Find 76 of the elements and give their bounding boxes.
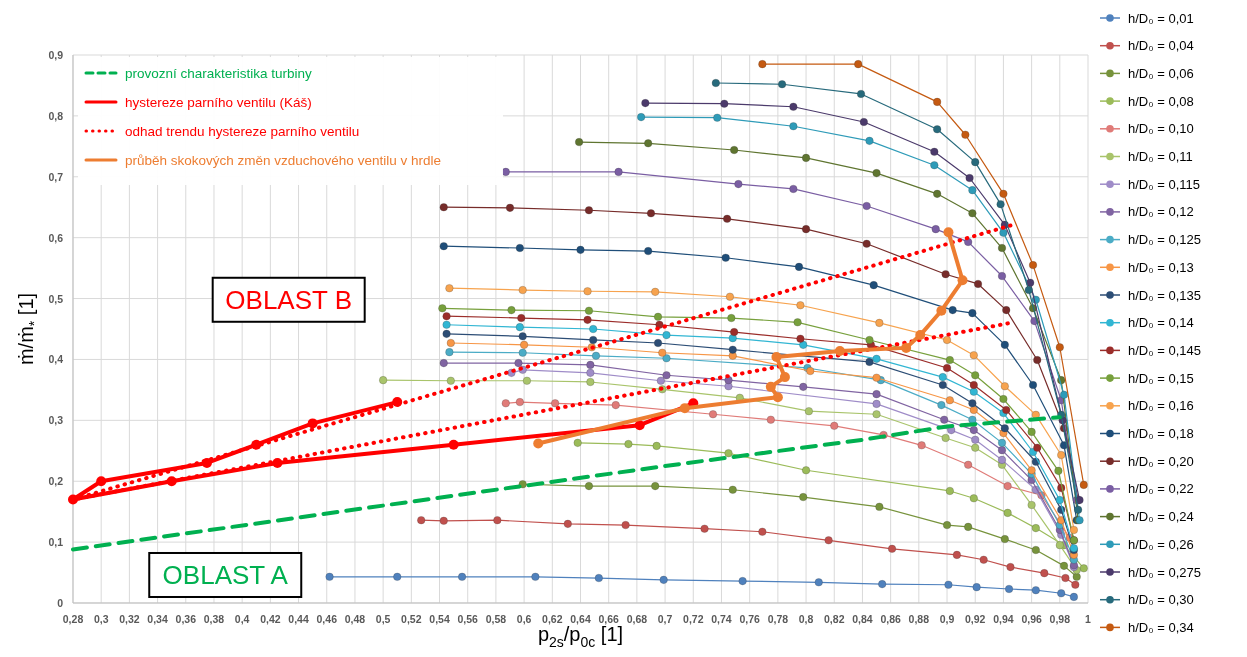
x-tick-label: 0,96	[1021, 613, 1042, 625]
legend-label: průběh skokových změn vzduchového ventilu v hrdle	[125, 153, 441, 168]
legend-label: hystereze parního ventilu (Káš)	[125, 95, 312, 110]
x-tick-label: 0,58	[485, 613, 507, 625]
legend-label: h/D₀ = 0,13	[1128, 259, 1194, 275]
y-tick-label: 0,5	[48, 292, 64, 305]
x-tick-label: 0,66	[598, 613, 620, 625]
x-tick-label: 0,5	[375, 613, 391, 625]
legend-label: h/D₀ = 0,115	[1128, 176, 1201, 192]
x-tick-label: 0,52	[401, 613, 422, 625]
y-tick-label: 0,1	[48, 536, 64, 549]
legend-label: h/D₀ = 0,26	[1128, 536, 1194, 552]
y-tick-label: 0,8	[48, 109, 64, 122]
legend-label: h/D₀ = 0,125	[1128, 232, 1201, 248]
x-tick-label: 0,56	[457, 613, 479, 625]
x-tick-label: 0,86	[880, 613, 902, 625]
x-tick-label: 0,98	[1049, 613, 1071, 625]
legend-label: h/D₀ = 0,01	[1128, 10, 1194, 26]
x-tick-label: 0,92	[965, 613, 986, 625]
annotation: OBLAST A	[162, 559, 289, 590]
y-tick-label: 0,9	[48, 49, 64, 61]
y-tick-label: 0	[57, 597, 64, 609]
x-tick-label: 0,6	[516, 613, 532, 625]
legend-label: h/D₀ = 0,24	[1128, 509, 1194, 525]
y-tick-label: 0,3	[48, 414, 64, 427]
x-tick-label: 0,74	[711, 613, 732, 625]
x-tick-label: 0,88	[908, 613, 930, 625]
x-tick-label: 0,46	[316, 613, 338, 625]
x-tick-label: 0,68	[626, 613, 648, 625]
y-tick-label: 0,4	[48, 353, 64, 366]
x-tick-label: 0,48	[344, 613, 366, 625]
x-tick-label: 0,34	[147, 613, 168, 625]
x-tick-label: 0,78	[767, 613, 789, 625]
x-tick-label: 0,28	[62, 613, 84, 625]
x-tick-label: 0,84	[852, 613, 873, 625]
x-tick-label: 0,44	[288, 613, 309, 625]
legend-label: provozní charakteristika turbiny	[125, 66, 313, 81]
legend-label: h/D₀ = 0,34	[1128, 619, 1194, 635]
y-tick-label: 0,7	[48, 170, 64, 183]
x-tick-label: 0,82	[824, 613, 845, 625]
legend-label: odhad trendu hystereze parního ventilu	[125, 124, 360, 139]
x-tick-label: 0,3	[93, 613, 109, 625]
x-tick-label: 0,36	[175, 613, 197, 625]
x-tick-label: 0,76	[739, 613, 761, 625]
x-tick-label: 0,94	[993, 613, 1014, 625]
x-tick-label: 0,8	[798, 613, 814, 625]
annotation: OBLAST B	[225, 284, 353, 315]
x-tick-label: 0,7	[657, 613, 673, 625]
x-tick-label: 0,64	[570, 613, 591, 625]
legend-label: h/D₀ = 0,12	[1128, 204, 1194, 220]
legend-label: h/D₀ = 0,20	[1128, 453, 1194, 469]
legend-label: h/D₀ = 0,145	[1128, 342, 1201, 358]
legend-label: h/D₀ = 0,04	[1128, 38, 1194, 54]
legend-label: h/D₀ = 0,10	[1128, 121, 1194, 137]
x-tick-label: 0,32	[119, 613, 140, 625]
x-tick-label: 1	[1085, 613, 1092, 625]
legend-label: h/D₀ = 0,22	[1128, 481, 1194, 497]
y-tick-label: 0,6	[48, 231, 64, 244]
legend-label: h/D₀ = 0,135	[1128, 287, 1201, 303]
x-tick-label: 0,54	[429, 613, 450, 625]
x-tick-label: 0,72	[683, 613, 704, 625]
legend-label: h/D₀ = 0,11	[1128, 149, 1193, 164]
x-tick-label: 0,62	[542, 613, 563, 625]
legend-label: h/D₀ = 0,15	[1128, 370, 1194, 386]
legend-label: h/D₀ = 0,06	[1128, 65, 1194, 81]
legend-label: h/D₀ = 0,14	[1128, 315, 1194, 331]
y-tick-label: 0,2	[48, 475, 64, 488]
legend-label: h/D₀ = 0,18	[1128, 426, 1194, 441]
legend-label: h/D₀ = 0,30	[1128, 592, 1194, 608]
x-tick-label: 0,9	[939, 613, 955, 625]
x-tick-label: 0,42	[260, 613, 281, 625]
x-tick-label: 0,4	[234, 613, 250, 625]
legend-label: h/D₀ = 0,275	[1128, 564, 1201, 580]
x-tick-label: 0,38	[203, 613, 225, 625]
legend-label: h/D₀ = 0,08	[1128, 93, 1194, 109]
legend-label: h/D₀ = 0,16	[1128, 398, 1194, 414]
